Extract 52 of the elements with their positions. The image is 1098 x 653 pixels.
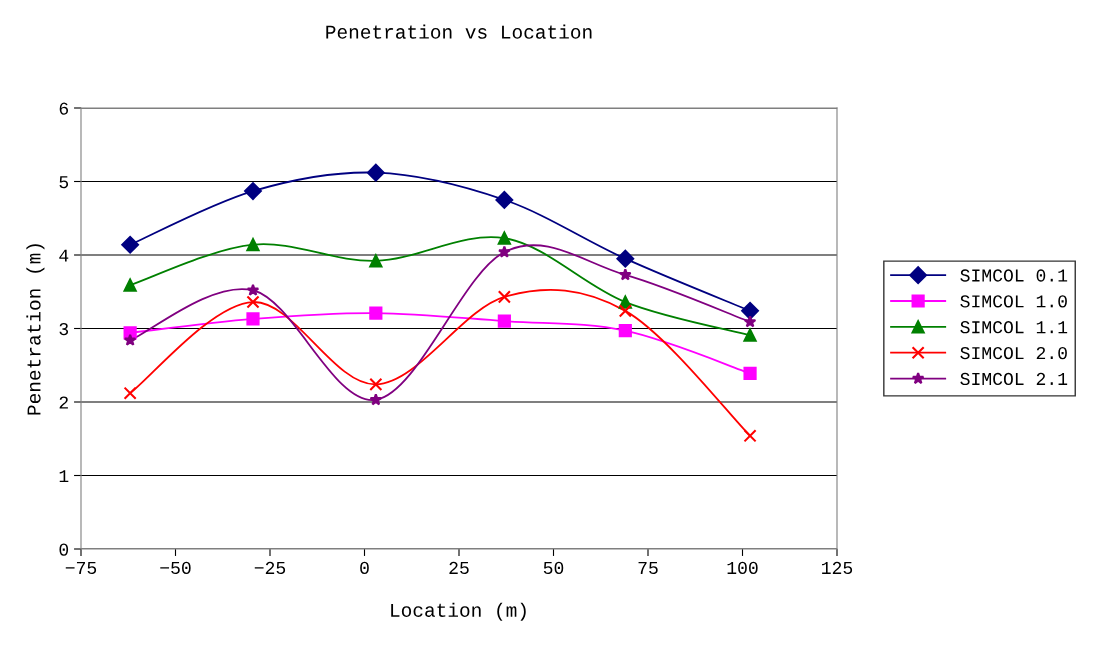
point xyxy=(495,190,514,209)
point xyxy=(498,245,511,258)
point xyxy=(123,386,137,400)
point xyxy=(244,182,262,200)
y-tick-label: 4 xyxy=(59,249,69,262)
y-tick-label: 1 xyxy=(59,470,69,483)
point xyxy=(618,304,632,318)
legend-label: SIMCOL 2.1 xyxy=(960,372,1068,386)
point xyxy=(123,333,137,346)
x-tick-label: −50 xyxy=(160,561,191,575)
point xyxy=(369,393,383,406)
x-tick-label: 75 xyxy=(638,562,658,575)
point xyxy=(369,254,383,268)
legend-label: SIMCOL 2.0 xyxy=(960,346,1067,360)
x-tick-label: −25 xyxy=(254,561,286,575)
point xyxy=(743,328,757,342)
point xyxy=(497,314,511,328)
point xyxy=(618,324,632,338)
y-tick-label: 0 xyxy=(59,543,69,556)
x-tick-label: 125 xyxy=(822,561,853,575)
y-tick-label: 5 xyxy=(59,176,69,189)
x-axis-title: Location (m) xyxy=(391,602,526,621)
x-tick-label: −75 xyxy=(65,562,97,575)
point xyxy=(246,295,260,309)
y-tick-label: 2 xyxy=(59,396,68,409)
y-axis-title: Penetration (m) xyxy=(26,244,45,415)
point xyxy=(743,315,757,328)
point xyxy=(366,163,385,182)
point xyxy=(369,377,383,391)
point xyxy=(619,268,632,281)
point xyxy=(369,306,383,320)
x-tick-label: 50 xyxy=(543,561,564,575)
point xyxy=(246,238,260,252)
point xyxy=(246,283,260,296)
legend-label: SIMCOL 1.1 xyxy=(960,321,1068,334)
point xyxy=(616,249,635,268)
point xyxy=(123,278,137,292)
point xyxy=(743,429,757,443)
x-tick-label: 25 xyxy=(449,561,469,575)
point xyxy=(246,312,260,326)
point xyxy=(743,366,757,380)
x-tick-label: 0 xyxy=(360,561,369,575)
legend-label: SIMCOL 0.1 xyxy=(960,269,1068,282)
y-tick-label: 3 xyxy=(59,322,69,336)
x-tick-label: 100 xyxy=(727,561,758,575)
point xyxy=(741,301,759,320)
chart-title: Penetration vs Location xyxy=(326,24,592,39)
point xyxy=(121,235,140,254)
point xyxy=(497,231,511,245)
y-tick-label: 6 xyxy=(59,102,69,115)
legend-label: SIMCOL 1.0 xyxy=(960,295,1067,308)
point xyxy=(497,290,511,304)
